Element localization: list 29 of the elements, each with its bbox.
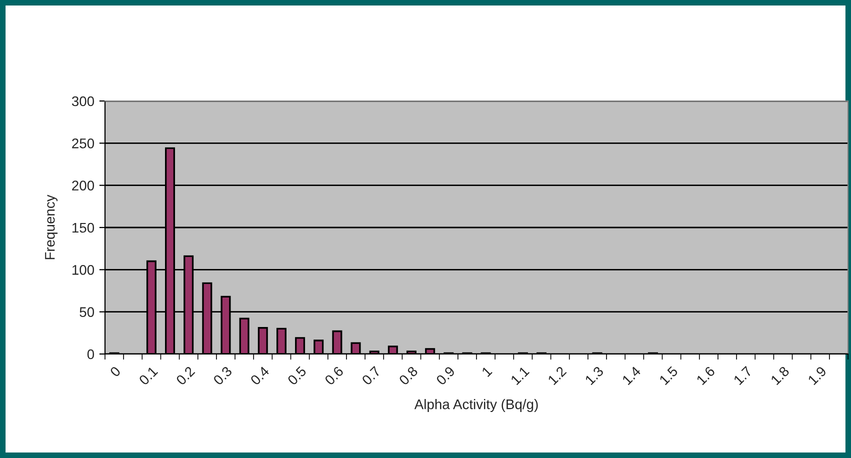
x-axis-title: Alpha Activity (Bq/g) [414,399,538,412]
x-tick-label: 0.8 [398,366,418,386]
y-axis-title: Frequency [45,194,58,260]
x-tick-label: 1.9 [807,366,827,386]
x-tick-label: 1.2 [547,366,567,386]
y-tick-label: 250 [72,138,94,148]
x-tick-label: 0.3 [212,366,233,386]
x-tick-label: 1.5 [658,366,678,386]
x-tick-label: 1.1 [510,366,530,386]
y-tick-label: 0 [87,349,94,360]
x-tick-label: 1.6 [696,366,716,386]
y-tick-label: 150 [72,222,94,233]
x-tick-label: 0.5 [287,366,307,386]
x-tick-label: 0.1 [138,366,158,386]
x-tick-label: 0.2 [176,366,196,386]
x-tick-label: 0.4 [250,366,270,386]
x-tick-label: 1 [481,366,492,377]
x-tick-label: 0.7 [361,366,382,386]
y-tick-label: 300 [72,96,94,106]
x-tick-label: 0.6 [324,366,344,386]
x-tick-label: 1.7 [733,366,752,386]
y-tick-label: 200 [72,180,94,191]
x-tick-label: 1.3 [584,366,604,386]
y-tick-label: 50 [80,307,94,318]
x-tick-label: 0 [109,366,122,378]
x-tick-label: 1.4 [622,366,642,386]
x-tick-label: 0.9 [436,366,456,386]
x-tick-label: 1.8 [770,366,790,386]
y-tick-label: 100 [72,265,94,275]
